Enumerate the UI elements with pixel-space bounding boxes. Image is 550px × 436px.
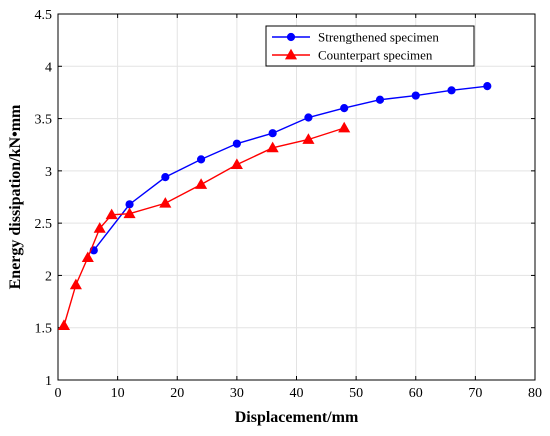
legend-marker	[286, 32, 296, 42]
data-point	[93, 222, 106, 233]
y-tick-label: 1.5	[35, 322, 53, 337]
data-point	[159, 197, 172, 208]
data-point	[123, 207, 136, 219]
data-point	[105, 208, 118, 220]
data-point	[340, 104, 349, 113]
data-point	[69, 278, 82, 290]
y-tick-label: 4.5	[35, 8, 53, 23]
data-point	[411, 91, 420, 100]
data-point	[375, 95, 385, 104]
data-point	[125, 200, 134, 209]
legend-entry: Counterpart specimen	[272, 48, 433, 63]
data-point	[195, 178, 208, 189]
legend-label: Counterpart specimen	[318, 48, 433, 63]
data-point	[268, 129, 277, 138]
legend: Strengthened specimen Counterpart specime…	[265, 25, 475, 67]
legend-box	[265, 25, 475, 67]
series-line	[63, 127, 345, 326]
series-1	[89, 82, 492, 255]
x-tick-label: 50	[349, 386, 363, 401]
data-point	[338, 121, 351, 133]
y-tick-label: 1	[45, 374, 52, 389]
data-point	[197, 155, 206, 164]
x-tick-label: 30	[230, 386, 244, 401]
series-2	[57, 121, 351, 331]
legend-marker	[284, 48, 298, 60]
data-point	[232, 139, 241, 148]
legend-entry: Strengthened specimen	[272, 30, 439, 45]
y-tick-label: 3.5	[35, 113, 53, 128]
y-tick-label: 4	[45, 60, 52, 75]
data-point	[161, 173, 170, 182]
x-tick-label: 60	[409, 386, 423, 401]
data-point	[266, 141, 279, 153]
axis-ticks: 0 10 20 30 40 50 60 70 80 1 1.5 2 2.5 3 3.5 4 4.5	[35, 8, 543, 401]
x-tick-label: 10	[111, 386, 125, 401]
grid-lines	[58, 14, 535, 380]
data-point	[304, 113, 313, 122]
data-point	[57, 319, 71, 331]
data-point	[81, 251, 94, 263]
y-tick-label: 3	[45, 165, 52, 180]
x-tick-label: 80	[528, 386, 542, 401]
y-tick-label: 2	[45, 269, 52, 284]
x-axis-label: Displacement/mm	[235, 409, 359, 426]
data-point	[230, 158, 243, 169]
series-line	[93, 85, 488, 251]
x-tick-label: 70	[468, 386, 482, 401]
x-tick-label: 20	[170, 386, 184, 401]
y-axis-label: Energy dissipation/kN•mm	[7, 104, 24, 289]
data-point	[483, 82, 492, 91]
data-point	[302, 133, 315, 144]
data-point	[447, 86, 456, 95]
y-tick-label: 2.5	[35, 217, 53, 232]
x-tick-label: 40	[290, 386, 304, 401]
x-tick-label: 0	[55, 386, 62, 401]
series-layer	[57, 82, 492, 331]
legend-label: Strengthened specimen	[318, 30, 439, 45]
